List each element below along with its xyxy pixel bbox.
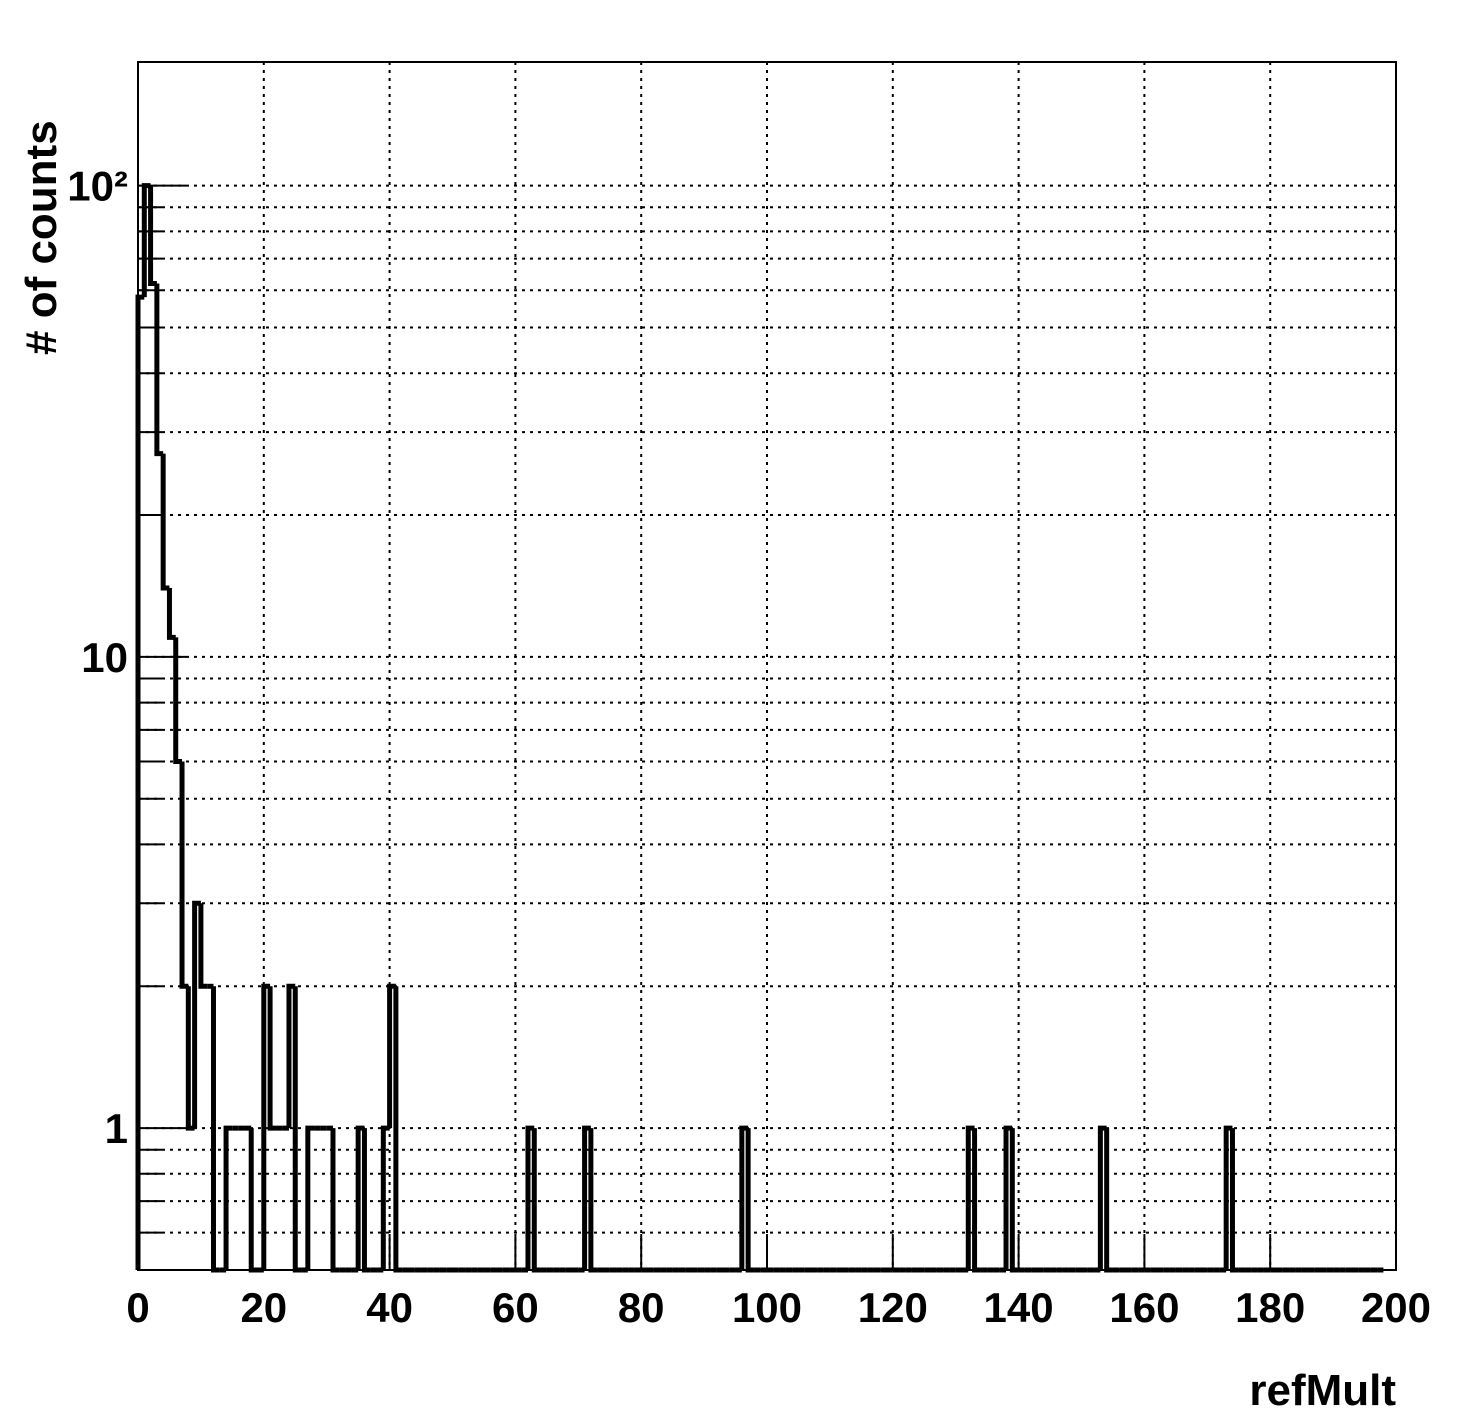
histogram-bin <box>267 986 277 1131</box>
x-tick-label: 60 <box>492 1284 539 1331</box>
y-tick-label: 1 <box>105 1105 128 1152</box>
x-tick-label: 100 <box>732 1284 802 1331</box>
y-tick-label: 10² <box>67 163 128 210</box>
y-axis-label: # of counts <box>17 120 66 355</box>
x-tick-label: 200 <box>1361 1284 1431 1331</box>
histogram-bin <box>965 1125 975 1270</box>
histogram-bin <box>1223 1125 1233 1270</box>
x-axis-label: refMult <box>1249 1366 1396 1415</box>
histogram-bin <box>525 1125 535 1270</box>
histogram-bin <box>1097 1125 1107 1270</box>
plot-frame <box>137 61 1397 1271</box>
x-tick-label: 40 <box>366 1284 413 1331</box>
histogram-bin <box>355 1125 365 1270</box>
y-tick-label: 10 <box>81 634 128 681</box>
x-tick-label: 140 <box>984 1284 1054 1331</box>
x-tick-label: 20 <box>240 1284 287 1331</box>
histogram-bin <box>166 588 176 640</box>
x-tick-label: 180 <box>1235 1284 1305 1331</box>
histogram-bin <box>582 1125 591 1270</box>
histogram-bin <box>305 1125 315 1270</box>
histogram-bin <box>198 903 208 989</box>
x-tick-label: 160 <box>1109 1284 1179 1331</box>
histogram-bin <box>1003 1125 1013 1270</box>
x-tick-label: 0 <box>126 1284 149 1331</box>
histogram-bin <box>148 185 157 287</box>
histogram-bin <box>739 1125 749 1270</box>
x-tick-label: 120 <box>858 1284 928 1331</box>
x-tick-label: 80 <box>618 1284 665 1331</box>
histogram-bin <box>223 1125 233 1270</box>
